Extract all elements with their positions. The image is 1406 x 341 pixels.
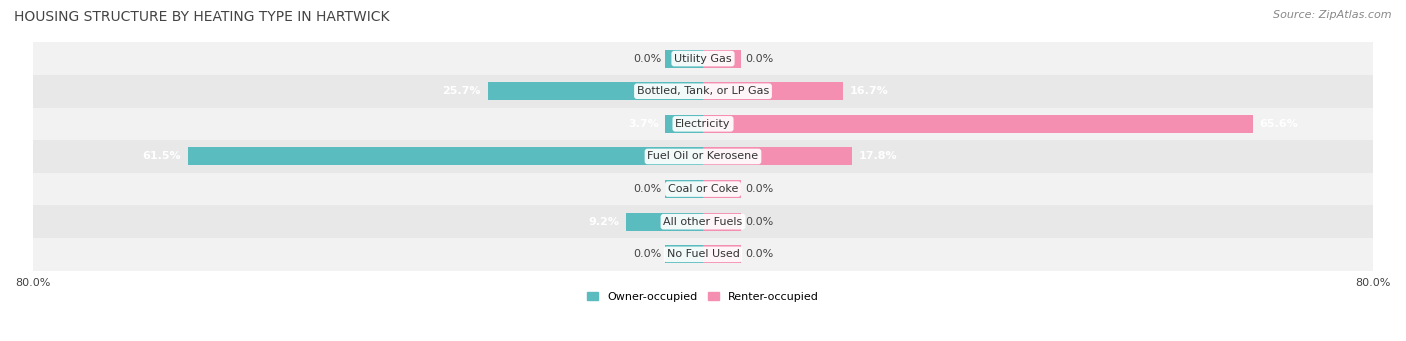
Bar <box>626 213 703 231</box>
Bar <box>665 180 703 198</box>
Bar <box>703 82 844 100</box>
Bar <box>32 140 1374 173</box>
Bar <box>187 148 703 165</box>
Text: 17.8%: 17.8% <box>859 151 897 162</box>
Bar <box>703 115 1253 133</box>
Bar <box>32 205 1374 238</box>
Text: Fuel Oil or Kerosene: Fuel Oil or Kerosene <box>647 151 759 162</box>
Text: 0.0%: 0.0% <box>633 184 661 194</box>
Bar <box>703 50 741 68</box>
Bar <box>665 50 703 68</box>
Bar <box>703 148 852 165</box>
Bar <box>32 173 1374 205</box>
Bar <box>703 213 741 231</box>
Text: 0.0%: 0.0% <box>745 54 773 63</box>
Text: 65.6%: 65.6% <box>1260 119 1298 129</box>
Text: 16.7%: 16.7% <box>849 86 889 96</box>
Bar <box>32 75 1374 107</box>
Bar <box>703 180 741 198</box>
Bar <box>703 246 741 263</box>
Text: 0.0%: 0.0% <box>633 249 661 260</box>
Bar <box>665 115 703 133</box>
Text: Bottled, Tank, or LP Gas: Bottled, Tank, or LP Gas <box>637 86 769 96</box>
Bar <box>32 107 1374 140</box>
Text: 0.0%: 0.0% <box>633 54 661 63</box>
Text: Electricity: Electricity <box>675 119 731 129</box>
Bar <box>32 42 1374 75</box>
Text: Utility Gas: Utility Gas <box>675 54 731 63</box>
Bar <box>32 238 1374 271</box>
Text: 9.2%: 9.2% <box>588 217 619 227</box>
Text: 25.7%: 25.7% <box>443 86 481 96</box>
Text: 0.0%: 0.0% <box>745 249 773 260</box>
Text: All other Fuels: All other Fuels <box>664 217 742 227</box>
Bar <box>488 82 703 100</box>
Text: HOUSING STRUCTURE BY HEATING TYPE IN HARTWICK: HOUSING STRUCTURE BY HEATING TYPE IN HAR… <box>14 10 389 24</box>
Text: 3.7%: 3.7% <box>628 119 658 129</box>
Text: Source: ZipAtlas.com: Source: ZipAtlas.com <box>1274 10 1392 20</box>
Legend: Owner-occupied, Renter-occupied: Owner-occupied, Renter-occupied <box>582 287 824 306</box>
Text: 61.5%: 61.5% <box>142 151 181 162</box>
Text: No Fuel Used: No Fuel Used <box>666 249 740 260</box>
Text: Coal or Coke: Coal or Coke <box>668 184 738 194</box>
Bar <box>665 246 703 263</box>
Text: 0.0%: 0.0% <box>745 184 773 194</box>
Text: 0.0%: 0.0% <box>745 217 773 227</box>
